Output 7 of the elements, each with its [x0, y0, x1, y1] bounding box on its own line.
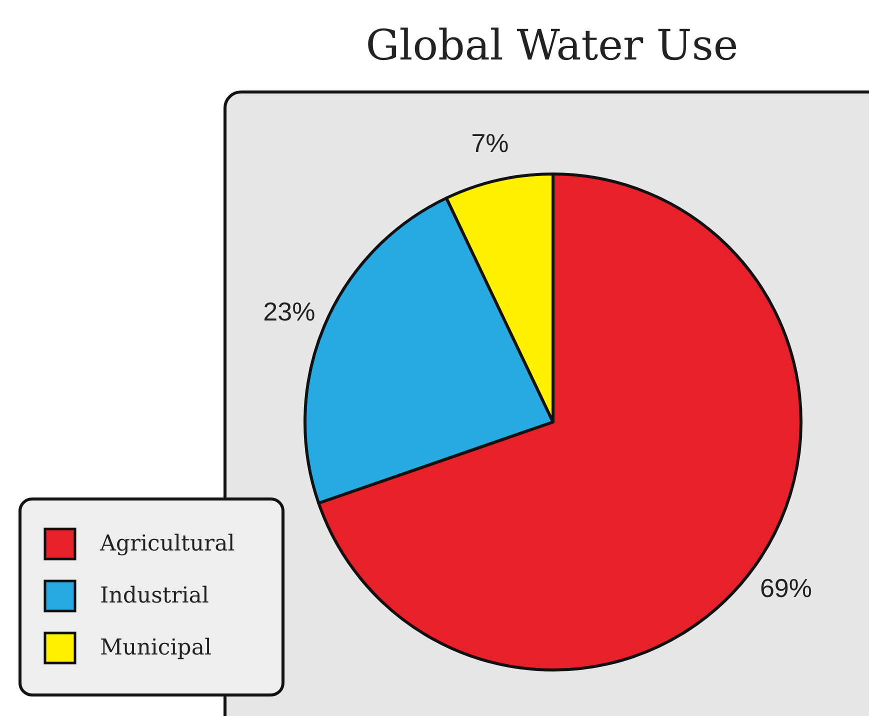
legend-label: Industrial: [100, 584, 209, 608]
legend-label: Agricultural: [99, 532, 235, 556]
chart-title: Global Water Use: [366, 20, 738, 70]
data-label: 7%: [471, 128, 509, 158]
data-label: 23%: [263, 296, 316, 327]
data-label: 69%: [760, 572, 812, 603]
legend-label: Municipal: [100, 636, 212, 660]
